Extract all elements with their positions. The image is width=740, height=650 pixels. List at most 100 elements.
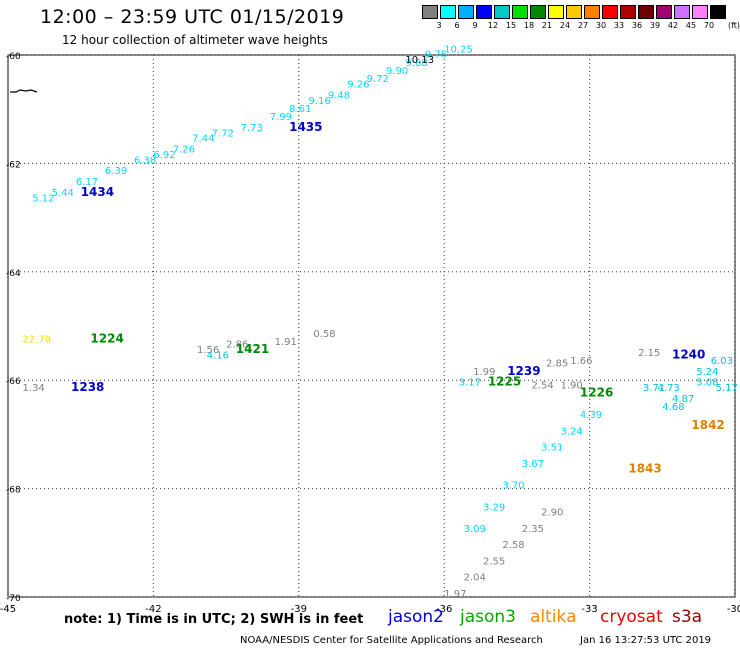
wave-height-value: 9.88 (405, 58, 427, 69)
legend-label: 21 (541, 21, 553, 30)
wave-height-value: 2.15 (638, 348, 660, 359)
latitude-tick-label: -64 (6, 269, 21, 279)
legend-label: 9 (472, 21, 478, 30)
legend-swatch (476, 5, 492, 19)
credit-line: NOAA/NESDIS Center for Satellite Applica… (240, 635, 543, 646)
wave-height-value: 1.56 (197, 345, 219, 356)
wave-height-value: 2.85 (546, 359, 568, 370)
map-title: 12:00 – 23:59 UTC 01/15/2019 (40, 6, 345, 28)
wave-height-value: 9.26 (347, 80, 369, 91)
wave-height-value: 7.26 (173, 145, 195, 156)
wave-height-value: 10.25 (444, 44, 473, 55)
pass-time-label: 1434 (81, 185, 114, 199)
satellite-altika-label: altika (530, 607, 577, 627)
wave-height-value: 3.24 (561, 426, 583, 437)
pass-time-label: 1421 (236, 342, 269, 356)
wave-height-value: 6.39 (105, 166, 127, 177)
longitude-tick-label: -30 (727, 604, 740, 615)
legend-swatch (440, 5, 456, 19)
longitude-tick-label: -36 (436, 604, 452, 615)
wave-height-value: 5.24 (696, 367, 718, 378)
legend-label: 30 (595, 21, 607, 30)
wave-height-value: 2.55 (483, 556, 505, 567)
legend-label: 6 (454, 21, 460, 30)
wave-height-value: 5.12 (32, 193, 54, 204)
longitude-tick-label: -45 (0, 604, 16, 615)
legend-label: 42 (667, 21, 679, 30)
wave-height-value: 1.90 (561, 380, 583, 391)
wave-height-value: 1.66 (570, 356, 592, 367)
legend-label: 27 (577, 21, 589, 30)
pass-time-label: 1224 (90, 331, 123, 345)
latitude-tick-label: -60 (6, 52, 21, 62)
legend-swatch (548, 5, 564, 19)
wave-height-value: 7.99 (270, 112, 292, 123)
wave-height-value: 7.44 (192, 134, 214, 145)
wave-height-value: 5.17 (716, 383, 738, 394)
wave-height-value: 3.51 (541, 443, 563, 454)
latitude-tick-label: -68 (6, 486, 21, 496)
wave-height-value: 1.34 (23, 383, 45, 394)
legend-swatch (638, 5, 654, 19)
legend-label: 36 (631, 21, 643, 30)
satellite-jason2-label: jason2 (388, 607, 444, 627)
wave-height-value: 2.86 (226, 340, 248, 351)
legend-swatch (674, 5, 690, 19)
legend-swatch (422, 5, 438, 19)
legend-swatch (602, 5, 618, 19)
wave-height-value: 22.78 (23, 334, 52, 345)
legend-label: 3 (436, 21, 442, 30)
legend-swatch (566, 5, 582, 19)
satellite-jason3-label: jason3 (460, 607, 516, 627)
latitude-tick-label: -62 (6, 160, 21, 170)
legend-label: 45 (685, 21, 697, 30)
latitude-tick-label: -70 (6, 594, 21, 604)
longitude-tick-label: -42 (145, 604, 161, 615)
wave-height-value: 4.87 (672, 394, 694, 405)
pass-time-label: 1842 (691, 418, 724, 432)
wave-height-value: 6.03 (711, 356, 733, 367)
wave-height-value: 6.92 (153, 150, 175, 161)
wave-height-value: 2.04 (464, 573, 486, 584)
wave-height-value: 10.13 (405, 55, 434, 66)
legend-swatch (458, 5, 474, 19)
legend-swatch (656, 5, 672, 19)
wave-height-value: 0.58 (313, 329, 335, 340)
pass-time-label: 1238 (71, 380, 104, 394)
legend-label: 39 (649, 21, 661, 30)
wave-height-value: 9.16 (308, 96, 330, 107)
wave-height-value: 6.38 (134, 155, 156, 166)
wave-height-value: 4.73 (657, 383, 679, 394)
longitude-tick-label: -33 (581, 604, 597, 615)
wave-height-value: 1.91 (275, 337, 297, 348)
legend-label: 12 (487, 21, 499, 30)
wave-height-value: 5.08 (696, 378, 718, 389)
wave-height-value: 9.72 (367, 74, 389, 85)
wave-height-value: 7.73 (241, 123, 263, 134)
legend-swatch (584, 5, 600, 19)
legend-label: 33 (613, 21, 625, 30)
legend-label: 70 (703, 21, 715, 30)
wave-height-value: 4.39 (580, 410, 602, 421)
coastline (10, 89, 38, 93)
wave-height-value: 3.71 (643, 383, 665, 394)
legend-label: 15 (505, 21, 517, 30)
wave-height-value: 4.16 (207, 351, 229, 362)
legend-swatch (494, 5, 510, 19)
legend-label: 24 (559, 21, 571, 30)
footer-note: note: 1) Time is in UTC; 2) SWH is in fe… (64, 612, 364, 627)
legend-label: 18 (523, 21, 535, 30)
wave-height-value: 2.35 (522, 524, 544, 535)
wave-height-value: 3.09 (464, 524, 486, 535)
map-subtitle: 12 hour collection of altimeter wave hei… (62, 33, 328, 47)
legend-swatch (620, 5, 636, 19)
pass-time-label: 1843 (628, 461, 661, 475)
longitude-tick-label: -39 (291, 604, 307, 615)
wave-height-value: 3.70 (502, 481, 524, 492)
wave-height-value: 1.97 (444, 589, 466, 600)
wave-height-value: 1.99 (473, 367, 495, 378)
legend-unit: (ft) (727, 21, 740, 30)
wave-height-value: 2.90 (541, 508, 563, 519)
wave-height-value: 9.90 (386, 66, 408, 77)
